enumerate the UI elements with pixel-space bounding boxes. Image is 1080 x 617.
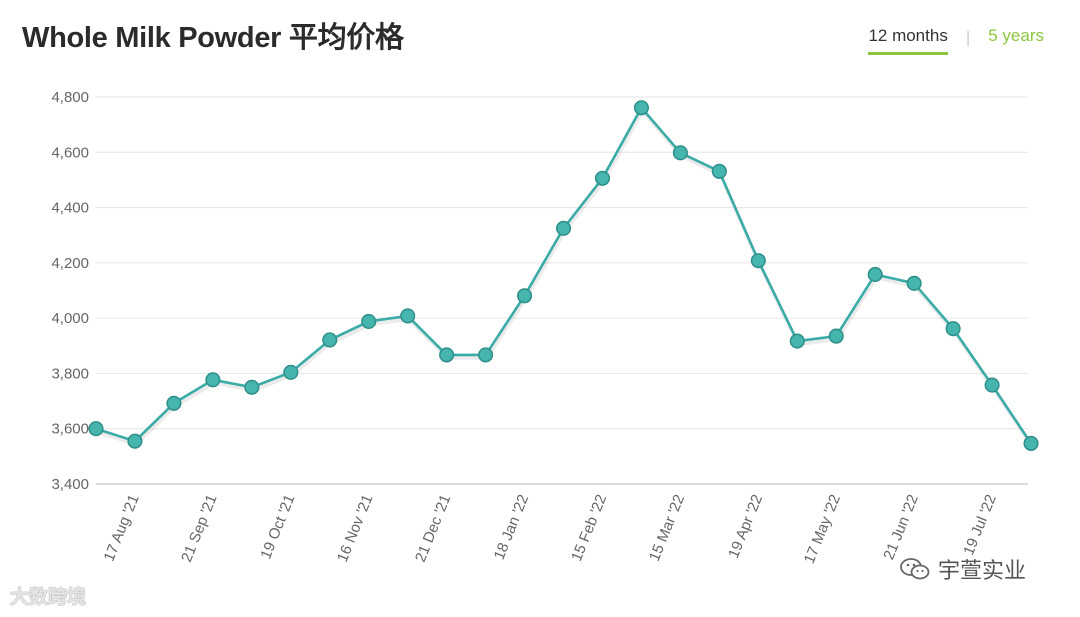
data-point[interactable] xyxy=(672,145,688,161)
x-tick-label: 18 Jan '22 xyxy=(491,492,533,562)
data-point[interactable] xyxy=(439,347,455,363)
x-tick-label: 21 Sep '21 xyxy=(178,492,220,564)
data-point[interactable] xyxy=(984,377,1000,393)
y-tick-label: 4,800 xyxy=(51,89,89,106)
data-point[interactable] xyxy=(1023,435,1039,451)
data-point[interactable] xyxy=(88,421,104,437)
y-tick-label: 4,600 xyxy=(51,144,89,161)
range-tabs: 12 months | 5 years xyxy=(868,26,1044,55)
x-tick-label: 17 May '22 xyxy=(801,492,844,566)
data-point[interactable] xyxy=(828,328,844,344)
x-tick-label: 15 Feb '22 xyxy=(568,492,610,564)
data-point[interactable] xyxy=(711,163,727,179)
watermark-right-text: 宇萱实业 xyxy=(938,558,1027,583)
data-point[interactable] xyxy=(244,379,260,395)
x-tick-label: 21 Dec '21 xyxy=(412,492,454,564)
data-point[interactable] xyxy=(750,253,766,269)
data-point[interactable] xyxy=(633,100,649,116)
x-tick-label: 19 Apr '22 xyxy=(725,492,766,561)
y-axis-labels: 4,800 4,600 4,400 4,200 4,000 3,800 3,600 3,400 xyxy=(51,89,89,493)
data-point[interactable] xyxy=(789,333,805,349)
y-tick-label: 4,400 xyxy=(51,200,89,217)
data-point[interactable] xyxy=(127,433,143,449)
data-point[interactable] xyxy=(517,288,533,304)
x-tick-label: 21 Jun '22 xyxy=(880,492,922,562)
data-point[interactable] xyxy=(361,313,377,330)
chart-title: Whole Milk Powder 平均价格 xyxy=(22,22,404,54)
x-tick-label: 15 Mar '22 xyxy=(646,492,688,564)
x-tick-label: 19 Jul '22 xyxy=(960,492,1000,557)
series-line xyxy=(95,106,1033,445)
y-tick-label: 3,600 xyxy=(51,421,89,438)
data-point[interactable] xyxy=(166,395,182,411)
x-axis-labels: 17 Aug '21 21 Sep '21 19 Oct '21 16 Nov '21… xyxy=(101,492,1000,566)
x-tick-label: 17 Aug '21 xyxy=(101,492,143,564)
data-point[interactable] xyxy=(400,308,416,324)
tab-5-years[interactable]: 5 years xyxy=(988,26,1044,45)
data-point[interactable] xyxy=(594,170,611,186)
data-point[interactable] xyxy=(906,275,922,291)
tab-12-months[interactable]: 12 months xyxy=(868,26,948,55)
watermark-left: 大数跨境 xyxy=(10,587,87,608)
x-tick-label: 16 Nov '21 xyxy=(334,492,376,564)
data-point[interactable] xyxy=(555,220,572,236)
grid-lines xyxy=(96,96,1028,485)
data-point[interactable] xyxy=(205,372,221,388)
y-tick-label: 4,000 xyxy=(51,310,89,327)
data-point[interactable] xyxy=(945,321,961,337)
price-series xyxy=(88,100,1039,451)
tab-divider: | xyxy=(965,27,971,47)
y-tick-label: 3,400 xyxy=(51,476,89,493)
data-point[interactable] xyxy=(322,332,338,348)
y-tick-label: 3,800 xyxy=(51,365,89,382)
x-tick-label: 19 Oct '21 xyxy=(257,492,298,561)
data-point[interactable] xyxy=(478,347,494,363)
y-tick-label: 4,200 xyxy=(51,255,89,272)
watermark-right: 宇萱实业 xyxy=(900,553,1026,585)
data-point[interactable] xyxy=(867,266,883,283)
wechat-icon xyxy=(900,558,930,580)
data-point[interactable] xyxy=(283,364,299,380)
